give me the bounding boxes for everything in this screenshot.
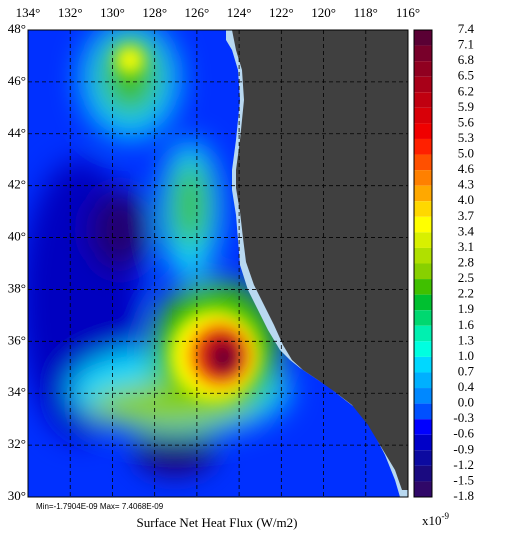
- lat-label: 44°: [8, 125, 26, 140]
- colorbar-label: 4.6: [458, 161, 475, 176]
- colorbar-label: 1.3: [458, 332, 474, 347]
- colorbar-box: [414, 372, 432, 389]
- colorbar-label: 6.8: [458, 52, 474, 67]
- colorbar-box: [414, 216, 432, 233]
- colorbar-label: 3.7: [458, 208, 475, 223]
- lon-label: 120°: [311, 5, 336, 20]
- colorbar-label: -1.2: [453, 457, 474, 472]
- colorbar-label: 4.0: [458, 192, 474, 207]
- colorbar-label: 2.2: [458, 286, 474, 301]
- colorbar-label: 0.4: [458, 379, 475, 394]
- lat-label: 42°: [8, 177, 26, 192]
- title: Surface Net Heat Flux (W/m2): [136, 515, 297, 530]
- lon-label: 116°: [396, 5, 420, 20]
- lat-label: 40°: [8, 229, 26, 244]
- lon-label: 126°: [185, 5, 210, 20]
- colorbar-box: [414, 263, 432, 280]
- colorbar-box: [414, 232, 432, 248]
- colorbar-label: 1.9: [458, 301, 474, 316]
- colorbar-box: [414, 325, 432, 342]
- colorbar-box: [414, 465, 432, 482]
- colorbar-box: [414, 138, 432, 155]
- colorbar-box: [414, 279, 432, 295]
- lon-label: 128°: [142, 5, 167, 20]
- lat-label: 34°: [8, 384, 26, 399]
- colorbar-box: [414, 388, 432, 404]
- colorbar-frame: [413, 29, 433, 498]
- colorbar-label: -0.3: [453, 410, 474, 425]
- stats: Min=-1.7904E-09 Max= 7.4068E-09: [36, 502, 164, 511]
- lat-label: 48°: [8, 21, 26, 36]
- lat-label: 30°: [8, 488, 26, 503]
- colorbar-label: 6.2: [458, 83, 474, 98]
- colorbar-box: [414, 450, 432, 466]
- colorbar-label: 3.4: [458, 223, 475, 238]
- colorbar-box: [414, 310, 432, 326]
- lat-label: 46°: [8, 73, 26, 88]
- colorbar-box: [414, 123, 432, 139]
- lon-label: 122°: [269, 5, 294, 20]
- colorbar-label: 5.9: [458, 99, 474, 114]
- colorbar-box: [414, 154, 432, 171]
- colorbar-label: -0.9: [453, 441, 474, 456]
- colorbar-label: 2.8: [458, 254, 474, 269]
- colorbar-label: 4.3: [458, 177, 474, 192]
- colorbar-box: [414, 92, 432, 108]
- lon-label: 132°: [58, 5, 83, 20]
- colorbar-box: [414, 403, 432, 420]
- colorbar-box: [414, 45, 432, 62]
- colorbar-box: [414, 30, 432, 46]
- colorbar-label: 5.3: [458, 130, 474, 145]
- colorbar-box: [414, 76, 432, 93]
- colorbar-label: 5.0: [458, 146, 474, 161]
- colorbar-box: [414, 419, 432, 435]
- lat-label: 32°: [8, 436, 26, 451]
- colorbar-label: 5.6: [458, 114, 475, 129]
- colorbar-label: -1.8: [453, 488, 474, 503]
- colorbar-label: 7.4: [458, 21, 475, 36]
- colorbar-box: [414, 170, 432, 186]
- colorbar-box: [414, 61, 432, 77]
- lon-label: 134°: [16, 5, 41, 20]
- colorbar-label: 0.0: [458, 395, 474, 410]
- colorbar-box: [414, 185, 432, 202]
- colorbar-label: 6.5: [458, 68, 474, 83]
- colorbar-box: [414, 247, 432, 264]
- lat-label: 36°: [8, 332, 26, 347]
- colorbar-label: 1.6: [458, 317, 475, 332]
- colorbar-box: [414, 294, 432, 311]
- colorbar-label: 7.1: [458, 37, 474, 52]
- scale-label: x10-9: [422, 511, 449, 528]
- colorbar-label: 1.0: [458, 348, 474, 363]
- colorbar-label: 3.1: [458, 239, 474, 254]
- colorbar-label: -0.6: [453, 426, 474, 441]
- colorbar-box: [414, 341, 432, 357]
- lon-label: 118°: [354, 5, 378, 20]
- colorbar-label: 0.7: [458, 363, 475, 378]
- plot-frame: [27, 29, 409, 498]
- colorbar-label: -1.5: [453, 472, 474, 487]
- lon-label: 124°: [227, 5, 252, 20]
- heat-field: [28, 30, 408, 497]
- colorbar-box: [414, 434, 432, 451]
- lon-label: 130°: [100, 5, 125, 20]
- lat-label: 38°: [8, 280, 26, 295]
- colorbar-box: [414, 481, 432, 497]
- colorbar-box: [414, 201, 432, 217]
- colorbar-box: [414, 356, 432, 373]
- colorbar-label: 2.5: [458, 270, 474, 285]
- colorbar-box: [414, 107, 432, 124]
